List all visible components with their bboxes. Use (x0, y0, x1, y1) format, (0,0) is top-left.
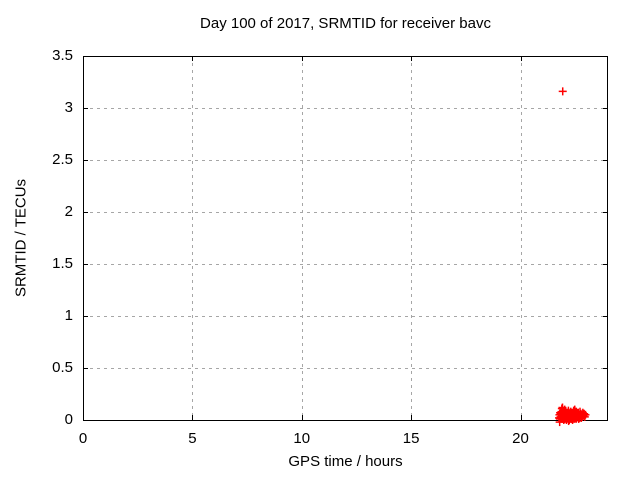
plot-border (83, 56, 608, 421)
y-tick-label: 2.5 (52, 151, 73, 168)
data-point-marker (558, 87, 567, 96)
y-tick-label: 0 (64, 411, 73, 428)
y-tick-label: 0.5 (52, 359, 73, 376)
x-tick-label: 15 (402, 430, 420, 447)
x-tick-label: 5 (188, 430, 197, 447)
x-tick-label: 20 (512, 430, 529, 447)
x-axis-title: GPS time / hours (288, 453, 403, 470)
y-tick-label: 3 (64, 99, 73, 116)
chart-title: Day 100 of 2017, SRMTID for receiver bav… (200, 15, 491, 32)
y-tick-label: 1.5 (52, 255, 73, 272)
data-point-marker (581, 410, 590, 419)
x-tick-label: 0 (78, 430, 88, 447)
y-tick-label: 2 (64, 203, 73, 220)
y-tick-label: 1 (64, 307, 73, 324)
x-tick-label: 10 (293, 430, 311, 447)
y-tick-label: 3.5 (52, 47, 73, 64)
